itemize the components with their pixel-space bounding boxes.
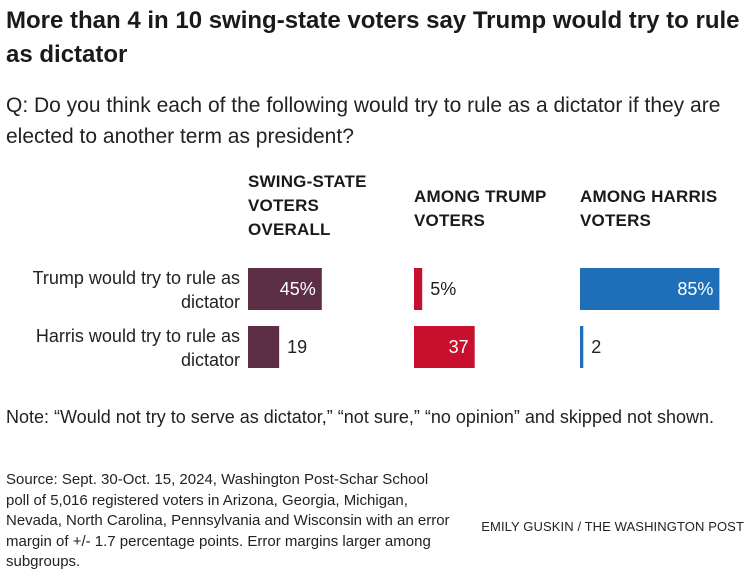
data-label-harris-voters-row-1: 85% — [677, 279, 713, 299]
chart-credit: EMILY GUSKIN / THE WASHINGTON POST — [481, 519, 744, 534]
bar-trump-voters-row-2 — [414, 326, 475, 368]
chart-note: Note: “Would not try to serve as dictato… — [6, 407, 715, 427]
chart-title: More than 4 in 10 swing-state voters say… — [6, 7, 740, 68]
data-label-harris-voters-row-2: 2 — [591, 337, 601, 357]
column-header-trump-voters: AMONG TRUMP VOTERS — [414, 187, 547, 230]
row-label-trump: Trump would try to rule as dictator — [32, 268, 240, 312]
bar-overall-row-1 — [248, 268, 322, 310]
row-label-harris: Harris would try to rule as dictator — [35, 326, 240, 370]
column-header-overall: SWING-STATE VOTERS OVERALL — [248, 172, 367, 239]
data-label-trump-voters-row-2: 37 — [449, 337, 469, 357]
data-label-overall-row-2: 19 — [287, 337, 307, 357]
data-label-trump-voters-row-1: 5% — [430, 279, 456, 299]
data-label-overall-row-1: 45% — [280, 279, 316, 299]
bar-overall-row-2 — [248, 326, 280, 368]
bar-harris-voters-row-1 — [580, 268, 720, 310]
bar-trump-voters-row-1 — [414, 268, 423, 310]
survey-question: Q: Do you think each of the following wo… — [6, 94, 721, 148]
chart-source: Source: Sept. 30-Oct. 15, 2024, Washingt… — [6, 471, 450, 570]
bar-harris-voters-row-2 — [580, 326, 584, 368]
column-header-harris-voters: AMONG HARRIS VOTERS — [580, 187, 718, 230]
bar-chart: 45% 19 5% 37 85% 2 — [248, 268, 720, 368]
